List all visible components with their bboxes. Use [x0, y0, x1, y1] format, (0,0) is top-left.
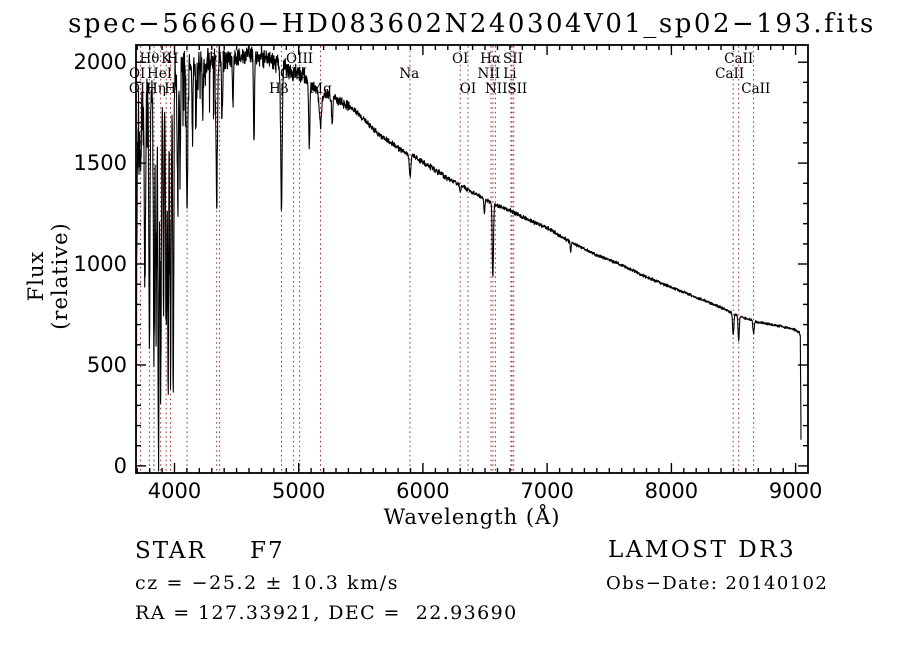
- plot-title: spec−56660−HD083602N240304V01_sp02−193.f…: [68, 9, 876, 39]
- spectrum-line: [135, 44, 802, 472]
- spectral-line-label: Li: [503, 66, 517, 82]
- spectral-line-label: H: [164, 81, 176, 97]
- ra-dec-value: RA = 127.33921, DEC = 22.93690: [135, 602, 518, 624]
- spectral-line-label: OII: [129, 81, 151, 97]
- spectral-line-label: Hη: [146, 81, 166, 97]
- spectral-line-label: HeI: [147, 66, 172, 82]
- obs-date-value: Obs−Date: 20140102: [606, 573, 829, 594]
- x-axis-title: Wavelength (Å): [383, 505, 561, 529]
- spectral-line-label: OIII: [286, 51, 313, 67]
- x-tick-label: 7000: [520, 479, 573, 503]
- x-tick-label: 4000: [148, 479, 201, 503]
- y-tick-label: 2000: [74, 50, 127, 74]
- spectral-line-label: NII: [485, 81, 507, 97]
- spectral-line-label: CaII: [715, 66, 744, 82]
- spectral-line-label: H: [167, 51, 179, 67]
- y-axis-title: Flux (relative): [24, 222, 72, 330]
- x-tick-label: 9000: [769, 479, 822, 503]
- y-tick-label: 0: [114, 454, 127, 478]
- spectral-line-label: CaII: [724, 51, 753, 67]
- spectral-line-label: OI: [460, 81, 476, 97]
- spectral-line-label: Hθ: [139, 51, 159, 67]
- spectral-line-label: OI: [452, 51, 468, 67]
- y-tick-label: 500: [87, 353, 127, 377]
- spectral-line-label: OI: [129, 66, 145, 82]
- spectral-line-label: Na: [399, 66, 419, 82]
- spectral-line-label: K: [161, 51, 172, 67]
- x-tick-label: 5000: [272, 479, 325, 503]
- x-tick-label: 8000: [645, 479, 698, 503]
- spectral-line-label: Hα: [480, 51, 501, 67]
- subclass-label: F7: [250, 538, 285, 564]
- x-tick-label: 6000: [396, 479, 449, 503]
- spectral-line-label: SII: [507, 81, 527, 97]
- plot-frame: [135, 44, 809, 474]
- cz-value: cz = −25.2 ± 10.3 km/s: [135, 572, 400, 594]
- y-tick-label: 1500: [74, 151, 127, 175]
- survey-label: LAMOST DR3: [608, 537, 797, 563]
- spectral-line-label: SII: [503, 51, 523, 67]
- object-type-label: STAR: [135, 538, 207, 564]
- y-tick-label: 1000: [74, 252, 127, 276]
- spectral-line-label: Hβ: [269, 81, 289, 97]
- spectral-line-label: CaII: [741, 81, 770, 97]
- spectral-line-label: NII: [478, 66, 500, 82]
